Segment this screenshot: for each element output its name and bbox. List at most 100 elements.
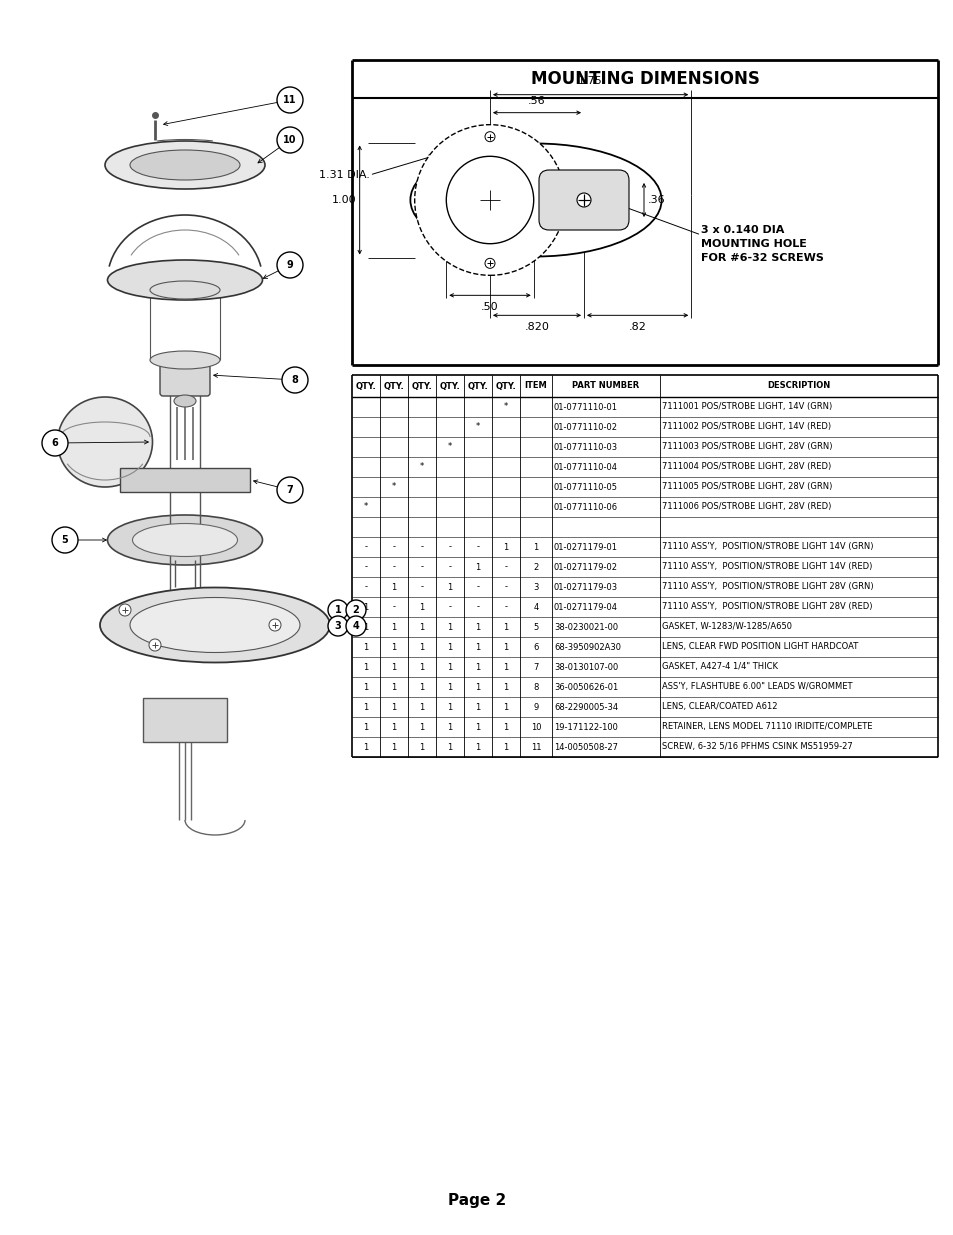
- Text: 2: 2: [533, 562, 538, 572]
- Text: 14-0050508-27: 14-0050508-27: [554, 742, 618, 752]
- Circle shape: [276, 127, 303, 153]
- Text: -: -: [504, 603, 507, 611]
- Text: FOR #6-32 SCREWS: FOR #6-32 SCREWS: [700, 253, 823, 263]
- Text: 01-0271179-04: 01-0271179-04: [554, 603, 618, 611]
- Text: QTY.: QTY.: [467, 382, 488, 390]
- Ellipse shape: [410, 143, 661, 257]
- Text: 1: 1: [503, 642, 508, 652]
- Text: 1: 1: [447, 742, 452, 752]
- Text: 1: 1: [503, 622, 508, 631]
- Ellipse shape: [105, 141, 265, 189]
- Text: 1: 1: [503, 722, 508, 731]
- Text: 68-3950902A30: 68-3950902A30: [554, 642, 620, 652]
- Ellipse shape: [108, 515, 262, 564]
- Circle shape: [484, 258, 495, 268]
- Text: GASKET, W-1283/W-1285/A650: GASKET, W-1283/W-1285/A650: [661, 622, 791, 631]
- Text: 1: 1: [391, 622, 396, 631]
- Text: 01-0771110-03: 01-0771110-03: [554, 442, 618, 452]
- Text: QTY.: QTY.: [411, 382, 432, 390]
- Ellipse shape: [173, 395, 195, 408]
- Text: 10: 10: [283, 135, 296, 144]
- Circle shape: [42, 430, 68, 456]
- Text: .820: .820: [524, 322, 549, 332]
- Text: LENS, CLEAR/COATED A612: LENS, CLEAR/COATED A612: [661, 703, 777, 711]
- Text: *: *: [419, 462, 424, 472]
- Text: 1: 1: [447, 722, 452, 731]
- Text: 36-0050626-01: 36-0050626-01: [554, 683, 618, 692]
- Text: .82: .82: [628, 322, 646, 332]
- Text: 1: 1: [475, 622, 480, 631]
- Text: 01-0771110-05: 01-0771110-05: [554, 483, 618, 492]
- Text: -: -: [504, 583, 507, 592]
- Text: 1: 1: [419, 683, 424, 692]
- Text: 1: 1: [503, 742, 508, 752]
- Text: 5: 5: [62, 535, 69, 545]
- Text: 2: 2: [353, 605, 359, 615]
- Text: 1.00: 1.00: [332, 195, 356, 205]
- Text: DESCRIPTION: DESCRIPTION: [766, 382, 830, 390]
- Text: 1: 1: [419, 742, 424, 752]
- Text: *: *: [476, 422, 479, 431]
- Text: RETAINER, LENS MODEL 71110 IRIDITE/COMPLETE: RETAINER, LENS MODEL 71110 IRIDITE/COMPL…: [661, 722, 872, 731]
- Text: 3 x 0.140 DIA: 3 x 0.140 DIA: [700, 225, 783, 235]
- Text: 01-0771110-02: 01-0771110-02: [554, 422, 618, 431]
- Text: 01-0271179-01: 01-0271179-01: [554, 542, 618, 552]
- Text: -: -: [476, 603, 479, 611]
- Text: 1: 1: [391, 683, 396, 692]
- FancyBboxPatch shape: [160, 354, 210, 396]
- Text: 1: 1: [533, 542, 538, 552]
- Text: 1: 1: [335, 605, 341, 615]
- Text: 1.31 DIA.: 1.31 DIA.: [318, 170, 369, 180]
- Text: .56: .56: [528, 95, 545, 106]
- Text: 38-0130107-00: 38-0130107-00: [554, 662, 618, 672]
- Text: 1: 1: [475, 703, 480, 711]
- Text: -: -: [392, 603, 395, 611]
- Text: 1: 1: [447, 583, 452, 592]
- Text: 1: 1: [363, 742, 368, 752]
- Text: PART NUMBER: PART NUMBER: [572, 382, 639, 390]
- Text: QTY.: QTY.: [496, 382, 516, 390]
- Text: -: -: [364, 542, 367, 552]
- Text: MOUNTING DIMENSIONS: MOUNTING DIMENSIONS: [530, 70, 759, 88]
- Text: 8: 8: [292, 375, 298, 385]
- Text: 7111005 POS/STROBE LIGHT, 28V (GRN): 7111005 POS/STROBE LIGHT, 28V (GRN): [661, 483, 832, 492]
- Text: Page 2: Page 2: [447, 1193, 506, 1208]
- Text: ITEM: ITEM: [524, 382, 547, 390]
- FancyBboxPatch shape: [143, 698, 227, 742]
- Text: 1: 1: [391, 703, 396, 711]
- Text: 1: 1: [447, 642, 452, 652]
- Text: 19-171122-100: 19-171122-100: [554, 722, 618, 731]
- Text: 71110 ASS'Y,  POSITION/STROBE LIGHT 14V (GRN): 71110 ASS'Y, POSITION/STROBE LIGHT 14V (…: [661, 542, 873, 552]
- Circle shape: [276, 477, 303, 503]
- Ellipse shape: [100, 588, 330, 662]
- Circle shape: [276, 252, 303, 278]
- Circle shape: [328, 616, 348, 636]
- Text: 01-0771110-01: 01-0771110-01: [554, 403, 618, 411]
- Text: 1.75: 1.75: [578, 75, 602, 85]
- Text: .36: .36: [647, 195, 665, 205]
- Ellipse shape: [130, 598, 299, 652]
- Text: -: -: [420, 562, 423, 572]
- Text: 1: 1: [447, 662, 452, 672]
- Ellipse shape: [130, 149, 240, 180]
- Text: 9: 9: [286, 261, 294, 270]
- Text: -: -: [504, 562, 507, 572]
- Text: 71110 ASS'Y,  POSITION/STROBE LIGHT 28V (GRN): 71110 ASS'Y, POSITION/STROBE LIGHT 28V (…: [661, 583, 873, 592]
- Text: 01-0271179-03: 01-0271179-03: [554, 583, 618, 592]
- Text: GASKET, A427-4 1/4" THICK: GASKET, A427-4 1/4" THICK: [661, 662, 778, 672]
- Text: 7111003 POS/STROBE LIGHT, 28V (GRN): 7111003 POS/STROBE LIGHT, 28V (GRN): [661, 442, 832, 452]
- Text: 1: 1: [419, 703, 424, 711]
- Text: 1: 1: [419, 622, 424, 631]
- Text: QTY.: QTY.: [439, 382, 460, 390]
- Text: -: -: [420, 583, 423, 592]
- Text: 7: 7: [286, 485, 294, 495]
- Circle shape: [119, 604, 131, 616]
- Text: 71110 ASS'Y,  POSITION/STROBE LIGHT 14V (RED): 71110 ASS'Y, POSITION/STROBE LIGHT 14V (…: [661, 562, 871, 572]
- Text: .50: .50: [480, 303, 498, 312]
- Text: MOUNTING HOLE: MOUNTING HOLE: [700, 240, 806, 249]
- Circle shape: [446, 157, 533, 243]
- Text: -: -: [392, 562, 395, 572]
- Text: 1: 1: [475, 642, 480, 652]
- Text: 11: 11: [530, 742, 540, 752]
- Text: LENS, CLEAR FWD POSITION LIGHT HARDCOAT: LENS, CLEAR FWD POSITION LIGHT HARDCOAT: [661, 642, 858, 652]
